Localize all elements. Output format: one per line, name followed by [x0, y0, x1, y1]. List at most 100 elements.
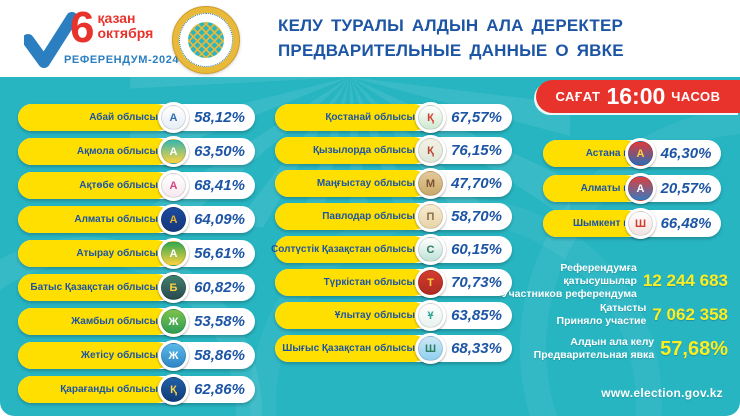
region-name: Ақмола облысы — [76, 146, 158, 157]
region-emblem-glyph: П — [418, 204, 443, 229]
totals-block: Референдумға қатысушылар Участников рефе… — [498, 262, 728, 368]
region-row: Түркістан облысы Т 70,73% — [275, 267, 512, 298]
turnout-value: 58,12% — [194, 109, 245, 126]
stat-label-kz: Қатысты — [600, 302, 647, 314]
stat-row: Қатысты Приняло участие 7 062 358 — [498, 300, 728, 330]
region-name-pill: Ұлытау облысы — [275, 302, 427, 329]
region-name: Ақтөбе облысы — [79, 180, 158, 191]
region-emblem-glyph: А — [161, 207, 186, 232]
region-name-pill: Маңғыстау облысы — [275, 170, 427, 197]
region-emblem-icon: Ұ — [415, 300, 446, 331]
region-row: Батыс Қазақстан облысы Б 60,82% — [18, 272, 255, 303]
region-row: Шығыс Қазақстан облысы Ш 68,33% — [275, 333, 512, 364]
time-badge-time: 16:00 — [606, 83, 666, 109]
region-emblem-icon: Қ — [415, 102, 446, 133]
region-name-pill: Солтүстік Қазақстан облысы — [271, 236, 427, 263]
region-name: Қарағанды облысы — [60, 384, 158, 395]
city-emblem-icon: Ш — [625, 208, 656, 239]
turnout-value: 64,09% — [194, 211, 245, 228]
region-emblem-icon: Ж — [158, 340, 189, 371]
region-name-pill: Жамбыл облысы — [18, 308, 170, 335]
emblem-core — [188, 22, 224, 58]
region-name-pill: Шығыс Қазақстан облысы — [275, 335, 427, 362]
city-row: Алматы қ. А 20,57% — [543, 173, 721, 204]
region-row: Павлодар облысы П 58,70% — [275, 201, 512, 232]
time-badge: САҒАТ 16:00 ЧАСОВ — [536, 80, 740, 113]
region-column-left: Абай облысы А 58,12% Ақмола облысы А 63,… — [18, 102, 255, 405]
turnout-value: 58,86% — [194, 347, 245, 364]
region-column-middle: Қостанай облысы Қ 67,57% Қызылорда облыс… — [271, 102, 512, 364]
region-emblem-icon: Т — [415, 267, 446, 298]
region-name: Атырау облысы — [76, 248, 158, 259]
turnout-value: 20,57% — [660, 180, 712, 197]
turnout-value: 53,58% — [194, 313, 245, 330]
city-name: Шымкент қ. — [572, 218, 631, 229]
city-emblem-icon: А — [625, 138, 656, 169]
website-url[interactable]: www.election.gov.kz — [601, 386, 723, 400]
date-month-kz: қазан — [97, 10, 136, 26]
region-row: Ақтөбе облысы А 68,41% — [18, 170, 255, 201]
city-row: Астана қ. А 46,30% — [543, 138, 721, 169]
referendum-label: РЕФЕРЕНДУМ-2024 — [64, 54, 180, 66]
central-election-commission-emblem-icon — [172, 6, 240, 74]
stat-label-ru: Предварительная явка — [533, 349, 655, 361]
stat-row: Референдумға қатысушылар Участников рефе… — [498, 262, 728, 300]
region-row: Ұлытау облысы Ұ 63,85% — [275, 300, 512, 331]
region-emblem-icon: Ш — [415, 333, 446, 364]
region-emblem-glyph: Қ — [418, 138, 443, 163]
region-name: Түркістан облысы — [323, 277, 415, 288]
turnout-value: 63,50% — [194, 143, 245, 160]
region-name-pill: Ақтөбе облысы — [18, 172, 170, 199]
turnout-value: 67,57% — [451, 109, 502, 126]
region-name: Қостанай облысы — [325, 112, 415, 123]
region-name: Абай облысы — [89, 112, 158, 123]
region-emblem-glyph: Ұ — [418, 303, 443, 328]
turnout-value: 62,86% — [194, 381, 245, 398]
region-name-pill: Қостанай облысы — [275, 104, 427, 131]
region-name-pill: Абай облысы — [18, 104, 170, 131]
region-row: Қарағанды облысы Қ 62,86% — [18, 374, 255, 405]
region-row: Қостанай облысы Қ 67,57% — [275, 102, 512, 133]
region-emblem-icon: А — [158, 238, 189, 269]
date-block: 6 қазан октября — [70, 6, 153, 50]
region-name-pill: Түркістан облысы — [275, 269, 427, 296]
turnout-value: 63,85% — [451, 307, 502, 324]
turnout-value: 60,15% — [451, 241, 502, 258]
region-name: Батыс Қазақстан облысы — [30, 282, 158, 293]
date-month-ru: октября — [97, 25, 154, 41]
region-emblem-glyph: А — [161, 241, 186, 266]
turnout-value: 58,70% — [451, 208, 502, 225]
region-emblem-glyph: А — [161, 173, 186, 198]
region-name-pill: Қарағанды облысы — [18, 376, 170, 403]
region-emblem-glyph: Ж — [161, 309, 186, 334]
region-row: Жетісу облысы Ж 58,86% — [18, 340, 255, 371]
region-emblem-glyph: Ж — [161, 343, 186, 368]
turnout-value: 46,30% — [660, 145, 712, 162]
region-name: Солтүстік Қазақстан облысы — [271, 244, 415, 255]
title-line-ru: ПРЕДВАРИТЕЛЬНЫЕ ДАННЫЕ О ЯВКЕ — [278, 41, 624, 60]
region-emblem-glyph: Ш — [418, 336, 443, 361]
region-row: Алматы облысы А 64,09% — [18, 204, 255, 235]
turnout-value: 66,48% — [660, 215, 712, 232]
city-emblem-glyph: Ш — [628, 211, 653, 236]
turnout-value: 70,73% — [451, 274, 502, 291]
region-name: Шығыс Қазақстан облысы — [282, 343, 415, 354]
region-name-pill: Атырау облысы — [18, 240, 170, 267]
city-row: Шымкент қ. Ш 66,48% — [543, 208, 721, 239]
page-title: КЕЛУ ТУРАЛЫ АЛДЫН АЛА ДЕРЕКТЕР ПРЕДВАРИТ… — [278, 13, 624, 63]
region-emblem-icon: Қ — [158, 374, 189, 405]
turnout-value: 60,82% — [194, 279, 245, 296]
city-name: Астана қ. — [585, 148, 631, 159]
city-emblem-icon: А — [625, 173, 656, 204]
region-row: Маңғыстау облысы М 47,70% — [275, 168, 512, 199]
stat-label-ru: Участников референдума — [502, 287, 637, 300]
checkmark-icon — [24, 12, 76, 68]
region-emblem-glyph: С — [418, 237, 443, 262]
region-emblem-icon: С — [415, 234, 446, 265]
region-emblem-icon: Б — [158, 272, 189, 303]
turnout-value: 68,41% — [194, 177, 245, 194]
region-row: Абай облысы А 58,12% — [18, 102, 255, 133]
stat-row: Алдын ала келу Предварительная явка 57,6… — [498, 334, 728, 364]
city-name: Алматы қ. — [580, 183, 631, 194]
region-emblem-glyph: М — [418, 171, 443, 196]
